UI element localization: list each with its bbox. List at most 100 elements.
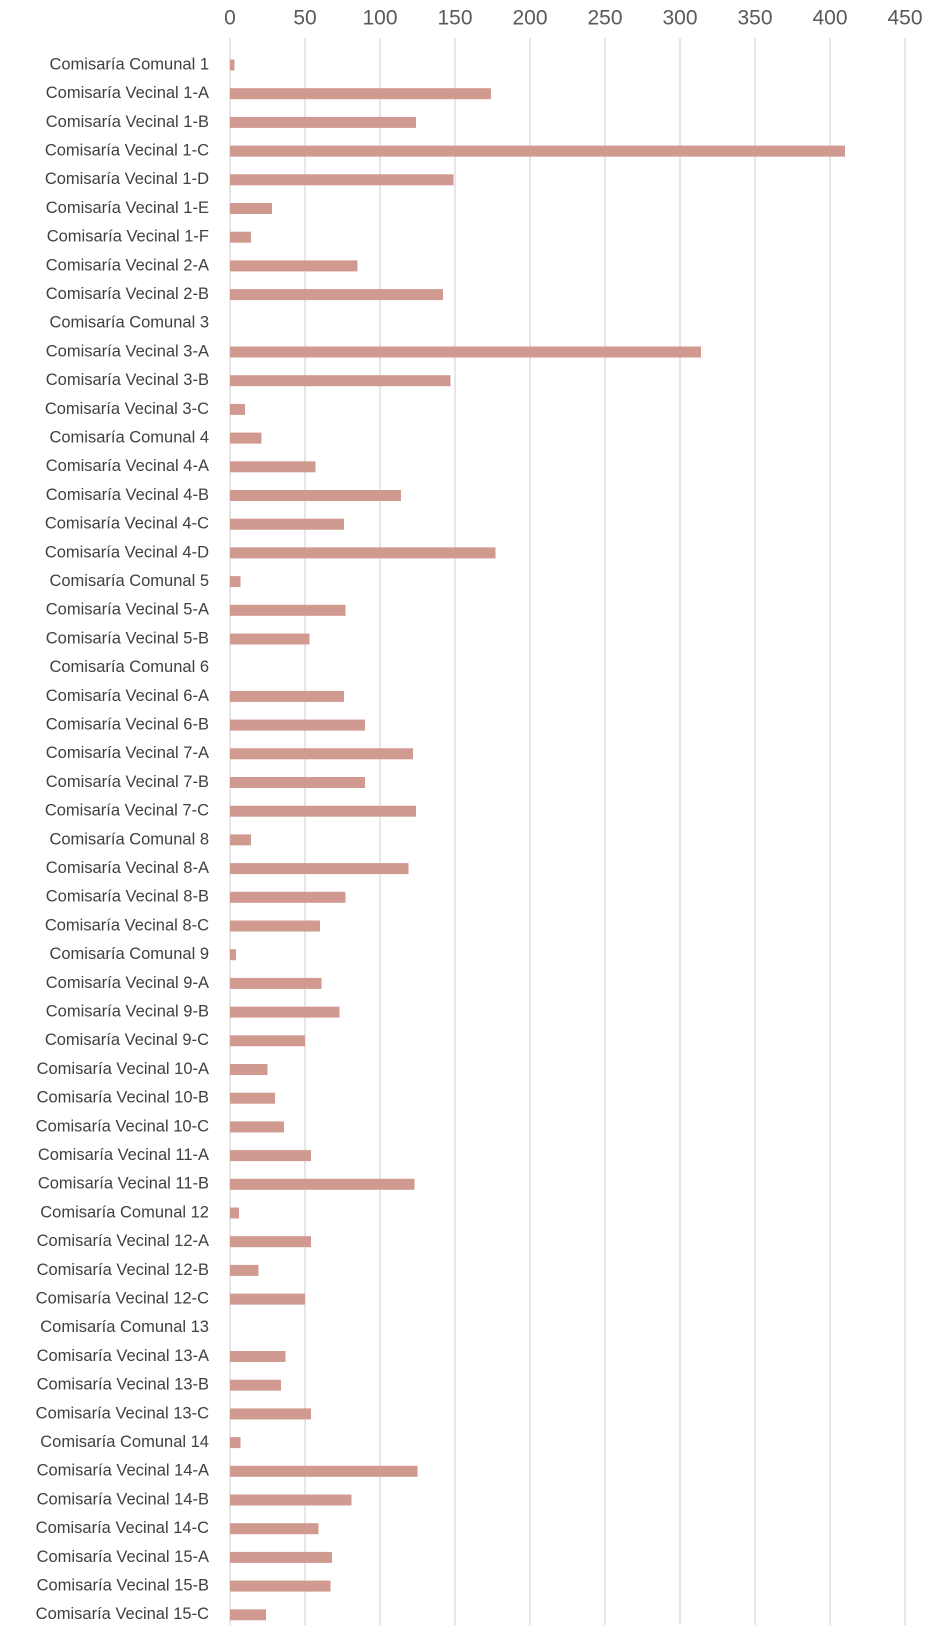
category-label: Comisaría Vecinal 9-B [46, 1002, 209, 1020]
category-label: Comisaría Vecinal 7-A [46, 744, 209, 762]
bar [230, 1064, 268, 1075]
category-label: Comisaría Comunal 6 [49, 658, 209, 676]
bar [230, 432, 262, 444]
bar [230, 1178, 415, 1190]
x-tick-label: 100 [362, 7, 397, 30]
category-label: Comisaría Comunal 9 [49, 945, 209, 963]
bar [230, 231, 251, 243]
bar [230, 375, 451, 387]
category-label: Comisaría Vecinal 9-C [45, 1031, 209, 1049]
bar [230, 1150, 311, 1162]
x-tick-label: 0 [224, 7, 236, 30]
bar [230, 805, 416, 817]
category-label: Comisaría Vecinal 11-A [38, 1146, 209, 1164]
bar [230, 1351, 286, 1362]
bar [230, 490, 401, 501]
category-label: Comisaría Vecinal 5-B [46, 629, 209, 647]
category-label: Comisaría Vecinal 8-B [46, 888, 209, 906]
category-label: Comisaría Vecinal 10-B [37, 1089, 209, 1107]
bar [230, 1523, 319, 1535]
bar [230, 59, 235, 71]
category-label: Comisaría Comunal 13 [40, 1318, 209, 1336]
bar [230, 203, 272, 214]
category-label: Comisaría Vecinal 13-B [37, 1376, 209, 1394]
category-label: Comisaría Vecinal 1-B [46, 113, 209, 131]
category-label: Comisaría Vecinal 4-B [46, 486, 209, 504]
bar [230, 834, 251, 846]
category-label: Comisaría Vecinal 1-F [47, 228, 209, 246]
bar [230, 461, 316, 473]
category-label: Comisaría Vecinal 4-D [45, 543, 209, 561]
x-tick-label: 350 [737, 7, 772, 30]
bar [230, 547, 496, 559]
bar [230, 949, 236, 961]
category-label: Comisaría Vecinal 14-A [37, 1462, 209, 1480]
category-label: Comisaría Vecinal 10-C [36, 1117, 209, 1135]
category-label: Comisaría Vecinal 2-B [46, 285, 209, 303]
category-label: Comisaría Vecinal 11-B [38, 1175, 209, 1193]
bar [230, 1035, 305, 1047]
category-label: Comisaría Vecinal 6-B [46, 715, 209, 733]
category-label: Comisaría Vecinal 1-A [46, 84, 209, 102]
bar [230, 1609, 266, 1621]
bar [230, 1494, 352, 1506]
bar [230, 604, 346, 616]
category-label: Comisaría Vecinal 7-B [46, 773, 209, 791]
category-label: Comisaría Vecinal 2-A [46, 256, 209, 274]
bar [230, 1264, 259, 1276]
bar [230, 145, 845, 157]
category-label: Comisaría Vecinal 12-B [37, 1261, 209, 1279]
category-label: Comisaría Vecinal 7-C [45, 802, 209, 820]
bars [230, 59, 845, 1621]
gridlines [229, 38, 906, 1625]
category-label: Comisaría Vecinal 8-A [46, 859, 209, 877]
category-label: Comisaría Vecinal 15-C [36, 1605, 209, 1623]
bar [230, 346, 701, 358]
category-label: Comisaría Vecinal 15-B [37, 1576, 209, 1594]
category-label: Comisaría Vecinal 8-C [45, 916, 209, 934]
x-axis-ticks: 0 50 100 150 200 250 300 350 400 450 [224, 7, 922, 30]
category-label: Comisaría Comunal 14 [40, 1433, 209, 1451]
bar [230, 719, 365, 731]
bar [230, 174, 454, 186]
category-label: Comisaría Vecinal 9-A [46, 974, 209, 992]
category-labels: Comisaría Comunal 1 Comisaría Vecinal 1-A… [36, 55, 209, 1623]
x-tick-label: 50 [293, 7, 316, 30]
bar [230, 518, 344, 530]
category-label: Comisaría Vecinal 5-A [46, 601, 209, 619]
category-label: Comisaría Vecinal 13-C [36, 1404, 209, 1422]
category-label: Comisaría Vecinal 4-C [45, 515, 209, 533]
category-label: Comisaría Vecinal 14-C [36, 1519, 209, 1537]
category-label: Comisaría Comunal 5 [49, 572, 209, 590]
category-label: Comisaría Vecinal 3-A [46, 342, 209, 360]
category-label: Comisaría Comunal 8 [49, 830, 209, 848]
bar [230, 1580, 331, 1592]
bar [230, 289, 443, 301]
bar [230, 1465, 418, 1477]
category-label: Comisaría Comunal 12 [40, 1203, 209, 1221]
category-label: Comisaría Comunal 4 [49, 428, 209, 446]
x-tick-label: 200 [512, 7, 547, 30]
bar [230, 1092, 275, 1104]
category-label: Comisaría Vecinal 1-C [45, 141, 209, 159]
bar [230, 977, 322, 989]
bar [230, 863, 409, 875]
bar [230, 777, 365, 788]
category-label: Comisaría Comunal 3 [49, 314, 209, 332]
x-tick-label: 300 [662, 7, 697, 30]
bar [230, 1207, 239, 1219]
bar [230, 1293, 305, 1305]
category-label: Comisaría Vecinal 1-D [45, 170, 209, 188]
bar [230, 1437, 241, 1449]
category-label: Comisaría Vecinal 15-A [37, 1548, 209, 1566]
category-label: Comisaría Vecinal 13-A [37, 1347, 209, 1365]
category-label: Comisaría Vecinal 4-A [46, 457, 209, 475]
category-label: Comisaría Vecinal 10-A [37, 1060, 209, 1078]
x-tick-label: 450 [887, 7, 922, 30]
x-tick-label: 250 [587, 7, 622, 30]
bar [230, 260, 358, 272]
bar [230, 1121, 284, 1133]
x-tick-label: 150 [437, 7, 472, 30]
x-tick-label: 400 [812, 7, 847, 30]
category-label: Comisaría Comunal 1 [49, 55, 209, 73]
